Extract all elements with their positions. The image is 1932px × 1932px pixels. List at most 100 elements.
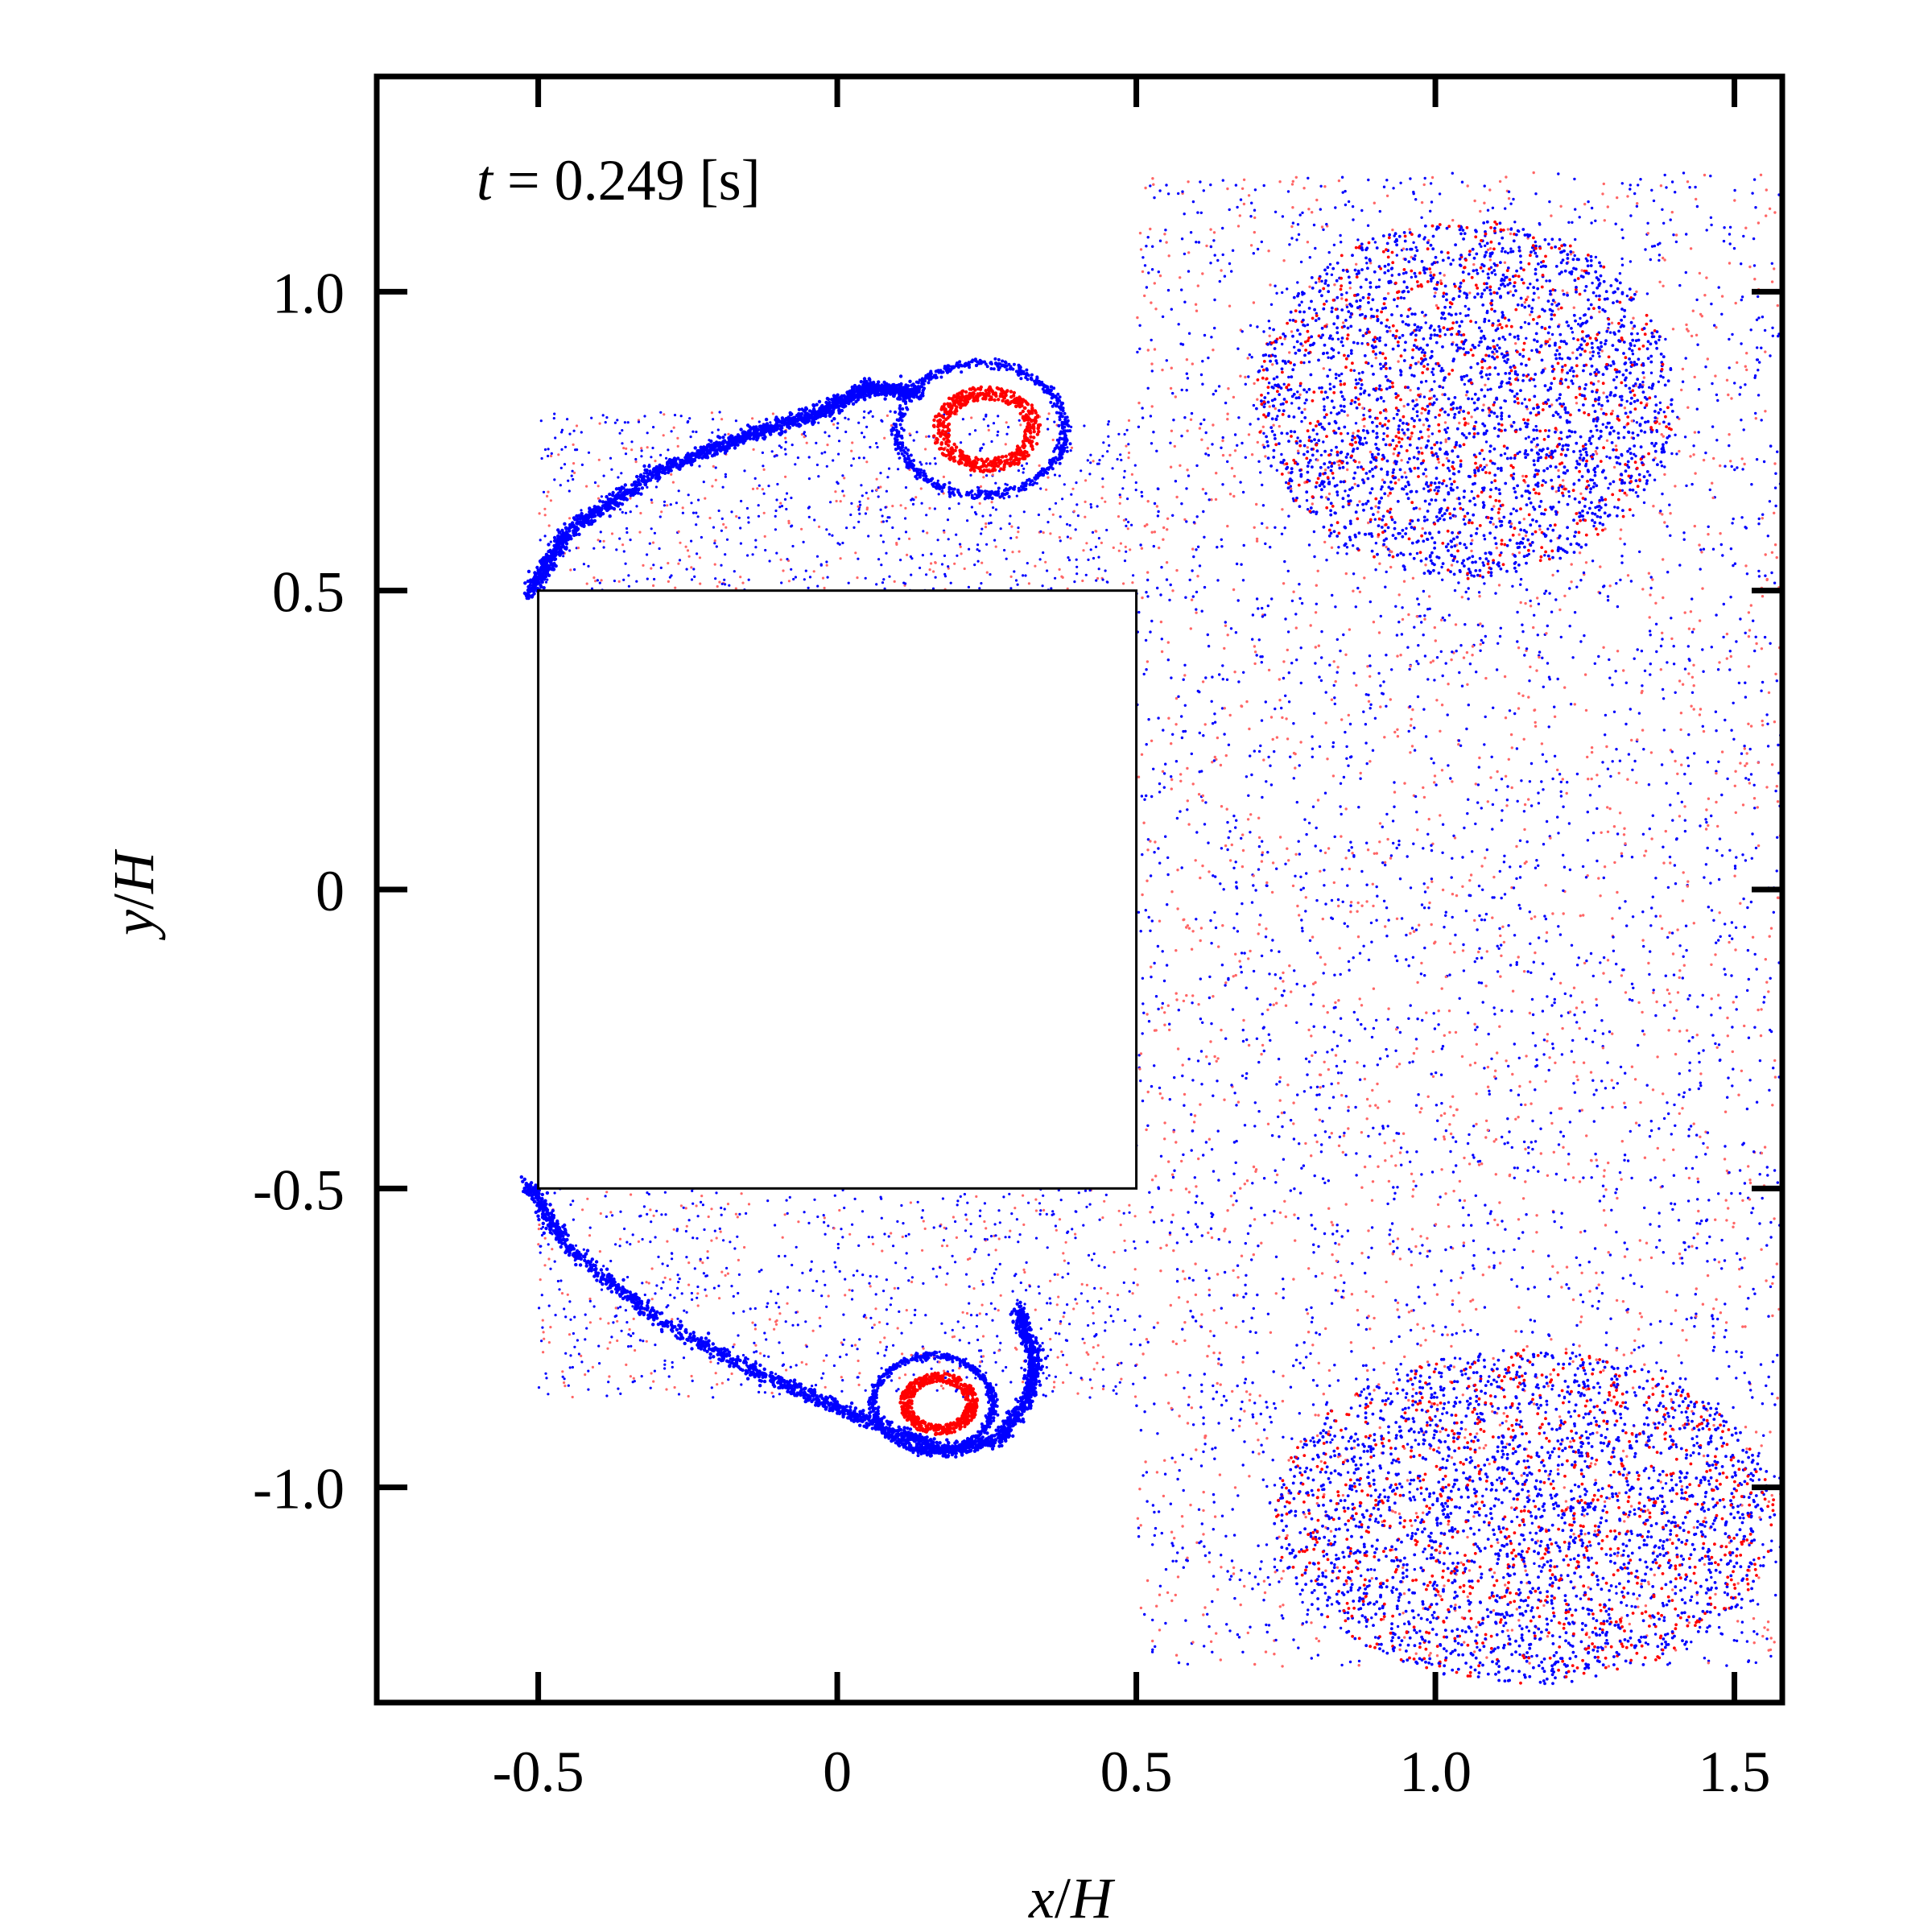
wake-particle [1434,1414,1437,1418]
wake-particle [1423,176,1426,180]
wake-particle [1519,583,1522,586]
wake-particle [1693,1325,1696,1328]
wake-particle [1173,1169,1176,1172]
wake-particle [1143,798,1146,801]
wake-particle [1774,672,1777,675]
wake-particle [1772,1275,1775,1279]
wake-particle [1312,223,1316,227]
wake-particle [1170,890,1174,894]
wake-particle [1327,250,1331,254]
wake-particle [1752,237,1756,241]
wake-particle [1622,1353,1626,1356]
wake-particle [1643,854,1646,857]
wake-particle [1260,1560,1263,1563]
wake-particle [1347,1127,1350,1130]
wake-particle [1739,902,1742,905]
wake-particle [1434,1367,1437,1371]
wake-particle [1278,424,1282,428]
wake-particle [1378,1057,1382,1060]
wake-particle [1765,786,1769,789]
wake-particle [1535,859,1538,862]
wake-particle [1769,642,1772,645]
wake-particle [1198,690,1201,694]
wake-particle [1395,959,1399,963]
wake-particle [1346,925,1349,928]
wake-particle [1448,973,1451,976]
wake-particle [1620,263,1624,266]
wake-particle [1517,1056,1521,1060]
wake-particle [1327,466,1330,469]
wake-particle [1265,1437,1269,1440]
wake-particle [1689,1579,1692,1583]
wake-particle [1577,323,1580,326]
wake-particle [1189,1503,1192,1507]
wake-particle [1420,961,1423,965]
wake-particle [1141,1474,1145,1477]
wake-particle [1343,410,1346,413]
wake-particle [1444,1248,1447,1252]
wake-particle [1567,1547,1571,1550]
wake-particle [1345,745,1348,749]
wake-particle [1594,1463,1597,1466]
wake-particle [1695,1155,1698,1159]
wake-particle [1248,727,1251,731]
wake-particle [1200,1083,1203,1086]
wake-particle [1335,671,1339,674]
wake-particle [1509,1088,1513,1092]
wake-particle [1135,1404,1138,1407]
wake-particle [1506,1141,1509,1145]
wake-particle [1201,382,1204,386]
wake-particle [1196,284,1200,287]
wake-particle [1460,180,1464,184]
wake-particle [1687,1176,1691,1180]
wake-particle [1655,430,1659,433]
wake-particle [1565,1265,1569,1269]
wake-particle [1390,1509,1393,1513]
wake-particle [1619,537,1622,540]
wake-particle [1681,683,1685,686]
wake-particle [1476,623,1480,626]
wake-particle [1736,1582,1740,1585]
wake-particle [1364,1624,1368,1629]
wake-particle [1741,1325,1744,1328]
wake-particle [1555,398,1558,402]
wake-particle [1706,357,1709,361]
wake-particle [1141,1002,1145,1005]
wake-particle [1682,171,1686,175]
wake-particle [1748,1181,1752,1185]
wake-particle [1462,1241,1466,1245]
wake-particle [1585,1388,1588,1391]
wake-particle [1364,1327,1368,1331]
wake-particle [1561,289,1565,292]
wake-particle [1477,1163,1481,1166]
wake-particle [1317,1639,1321,1643]
wake-particle [1241,1028,1245,1032]
wake-particle [1395,1132,1398,1135]
wake-particle [1439,1595,1443,1598]
wake-particle [1723,1158,1727,1161]
wake-particle [1138,1488,1141,1491]
wake-particle [1203,1606,1207,1609]
wake-particle [1673,1203,1677,1206]
wake-particle [1249,1393,1252,1396]
wake-particle [1472,1253,1476,1257]
wake-particle [1702,729,1706,733]
wake-particle [1160,566,1163,569]
wake-particle [1623,1241,1626,1245]
wake-particle [1220,269,1223,272]
wake-particle [1575,1006,1579,1009]
wake-particle [1422,589,1426,593]
wake-particle [1330,273,1334,276]
wake-particle [1486,367,1489,370]
wake-particle [1603,865,1607,869]
wake-particle [1579,1231,1583,1234]
wake-particle [1372,987,1376,990]
wake-particle [1346,468,1349,472]
wake-particle [1522,737,1525,741]
wake-particle [1773,1169,1777,1172]
wake-particle [1243,952,1246,955]
wake-particle [1495,547,1499,550]
wake-particle [1760,1151,1764,1155]
wake-particle [1221,439,1224,443]
